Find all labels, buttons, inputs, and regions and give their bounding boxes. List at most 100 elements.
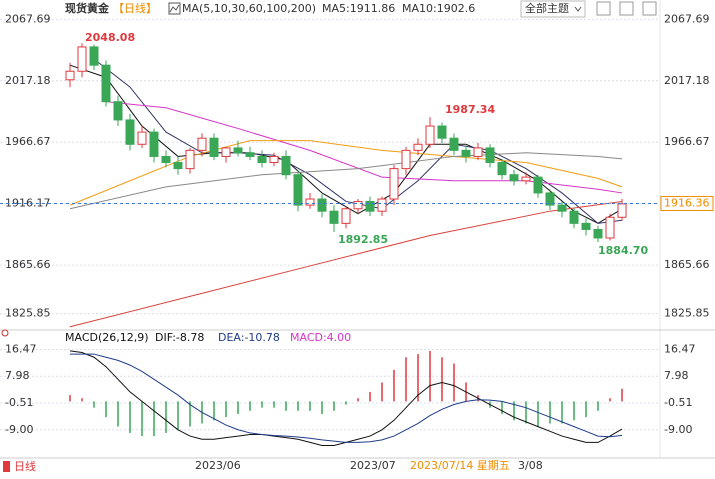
price-annotation: 1892.85	[338, 233, 388, 246]
candle-body	[65, 70, 75, 81]
ma-legend: MA10:1902.6	[402, 2, 475, 15]
macd-legend: MACD:4.00	[290, 331, 351, 344]
candle-body	[533, 176, 543, 194]
candle-body	[377, 198, 387, 212]
candle-body	[161, 155, 171, 164]
cursor-date: 2023/07/14 星期五	[410, 459, 510, 472]
period-icon	[3, 461, 10, 472]
y-tick-label: 1825.85	[5, 307, 51, 320]
candle-body	[137, 131, 147, 145]
theme-button-label: 全部主题	[525, 1, 569, 15]
last-price-label: 1916.36	[664, 196, 710, 209]
y-tick-label: 2017.18	[5, 74, 51, 87]
candle-body	[173, 162, 183, 170]
candle-body	[569, 210, 579, 224]
candle-body	[461, 149, 471, 157]
ma-legend: MA(5,10,30,60,100,200)	[182, 2, 316, 15]
toolbar	[596, 1, 657, 16]
candle-body	[149, 131, 159, 157]
candle-body	[269, 155, 279, 164]
y-tick-label: 1865.66	[664, 258, 710, 271]
y-tick-label: 1825.85	[664, 307, 710, 320]
candle-body	[521, 176, 531, 182]
price-annotation: 2048.08	[85, 31, 135, 44]
candle-body	[485, 147, 495, 164]
candle-body	[113, 101, 123, 121]
price-annotation: 1987.34	[445, 103, 495, 116]
tool-button[interactable]	[619, 1, 634, 16]
moving-average	[105, 101, 623, 194]
candle-body	[257, 155, 267, 164]
moving-average	[93, 58, 623, 224]
candle-body	[101, 64, 111, 103]
candle-body	[365, 200, 375, 212]
candle-body	[389, 168, 399, 200]
y-tick-label: 1916.17	[5, 197, 51, 210]
candle-body	[401, 149, 411, 170]
candle-body	[293, 174, 303, 206]
y-tick-label: -9.00	[5, 423, 33, 436]
candle-body	[581, 222, 591, 230]
ma-icon-glyph	[169, 4, 180, 13]
last-price-box	[660, 195, 714, 211]
y-tick-label: 16.47	[5, 342, 37, 355]
candle-body	[185, 149, 195, 170]
candle-body	[77, 46, 87, 72]
instrument-title: 现货黄金	[65, 1, 110, 15]
candle-body	[221, 147, 231, 157]
ma-icon[interactable]	[168, 2, 181, 15]
candle-body	[593, 228, 603, 239]
candle-body	[233, 147, 243, 154]
macd-line	[70, 353, 623, 443]
y-tick-label: 1865.66	[5, 258, 51, 271]
theme-button[interactable]	[520, 0, 586, 18]
ma-legend: MA5:1911.86	[322, 2, 395, 15]
candle-body	[557, 204, 567, 212]
candle-body	[449, 137, 459, 151]
macd-legend: DIF:-8.78	[155, 331, 204, 344]
candle-body	[89, 46, 99, 66]
tool-button[interactable]	[642, 1, 657, 16]
y-tick-label: 7.98	[664, 369, 689, 382]
x-tick-label: 2023/06	[195, 459, 241, 472]
moving-average	[69, 140, 623, 206]
period-label: 【日线】	[113, 1, 157, 15]
candle-body	[305, 198, 315, 206]
y-tick-label: 1966.67	[664, 135, 710, 148]
macd-legend: MACD(26,12,9)	[65, 331, 149, 344]
candle-body	[605, 216, 615, 239]
y-tick-label: -0.51	[5, 396, 33, 409]
macd-legend: DEA:-10.78	[218, 331, 280, 344]
x-tick-label: 2023/07	[350, 459, 396, 472]
candle-body	[473, 147, 483, 157]
y-tick-label: -0.51	[664, 396, 692, 409]
tool-button[interactable]	[596, 1, 611, 16]
candle-body	[353, 200, 363, 210]
price-annotation: 1884.70	[598, 244, 648, 257]
y-tick-label: 2067.69	[664, 12, 710, 25]
candle-body	[197, 137, 207, 151]
candle-body	[497, 162, 507, 176]
candle-body	[329, 210, 339, 224]
candle-body	[341, 208, 351, 224]
footer-period: 日线	[14, 459, 36, 473]
x-tick-label: 3/08	[518, 459, 543, 472]
candle-body	[317, 198, 327, 212]
dropdown-arrow	[574, 6, 582, 12]
candle-body	[281, 155, 291, 176]
panel-handle[interactable]	[1, 329, 9, 337]
candle-body	[545, 192, 555, 206]
candle-body	[125, 119, 135, 145]
candle-body	[617, 203, 627, 218]
y-tick-label: 7.98	[5, 369, 30, 382]
candle-body	[509, 174, 519, 182]
y-tick-label: 2017.18	[664, 74, 710, 87]
candle-body	[425, 125, 435, 145]
y-tick-label: 2067.69	[5, 12, 51, 25]
candle-body	[413, 143, 423, 151]
y-tick-label: 1966.67	[5, 135, 51, 148]
candle-body	[209, 137, 219, 157]
candle-body	[245, 152, 255, 157]
candle-body	[437, 125, 447, 139]
